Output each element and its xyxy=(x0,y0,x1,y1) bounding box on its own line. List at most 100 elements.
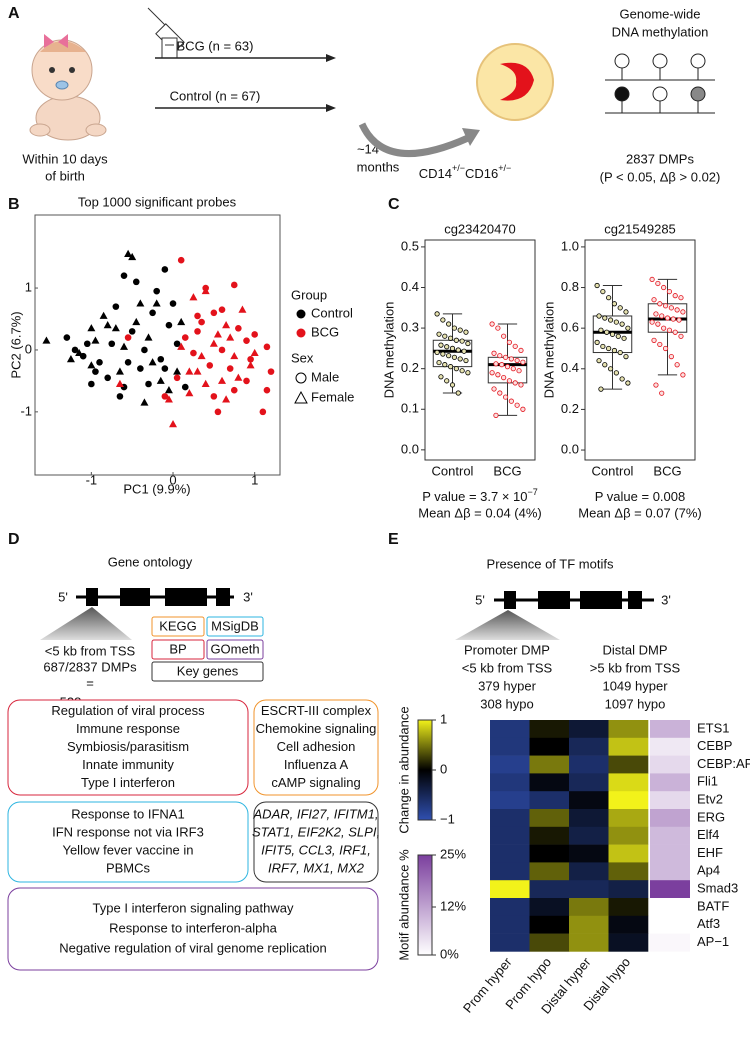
source-label: KEGG xyxy=(159,618,197,633)
point xyxy=(447,335,454,341)
point xyxy=(449,345,456,351)
point xyxy=(230,386,238,394)
row-label: CEBP xyxy=(697,738,732,753)
heatmap-cell xyxy=(529,809,570,828)
heatmap-cell xyxy=(569,791,609,810)
point xyxy=(436,359,442,366)
point xyxy=(598,386,604,392)
point xyxy=(132,317,141,326)
point xyxy=(506,378,513,384)
source-label: Key genes xyxy=(177,663,239,678)
motif-cell xyxy=(650,862,690,881)
point xyxy=(438,342,444,348)
plot-frame xyxy=(424,239,536,461)
heatmap-cell xyxy=(529,755,570,774)
point xyxy=(594,282,600,289)
point xyxy=(463,357,469,364)
gene-end: 5' xyxy=(58,589,68,604)
point xyxy=(495,325,501,331)
term: IFN response not via IRF3 xyxy=(52,824,204,839)
term: Innate immunity xyxy=(82,757,174,772)
point xyxy=(177,317,186,326)
point xyxy=(124,359,132,366)
point xyxy=(606,295,612,301)
point xyxy=(518,347,524,354)
point xyxy=(222,320,231,329)
point xyxy=(218,376,227,384)
term: Response to interferon-alpha xyxy=(109,920,277,935)
point xyxy=(678,333,684,339)
point xyxy=(137,365,144,372)
point xyxy=(506,339,513,345)
point xyxy=(141,346,148,354)
term: Type I interferon signaling pathway xyxy=(93,900,294,915)
point xyxy=(115,379,124,387)
point xyxy=(455,390,461,396)
point xyxy=(600,343,606,350)
point xyxy=(112,303,120,310)
point xyxy=(66,355,75,363)
point xyxy=(197,351,206,360)
point xyxy=(161,266,169,273)
panel-label: C xyxy=(388,196,400,213)
point xyxy=(602,362,608,368)
panel-label: B xyxy=(8,196,20,213)
heatmap-cell xyxy=(608,773,649,792)
legend-title: Group xyxy=(291,287,327,302)
heatmap-cell xyxy=(529,791,570,810)
point xyxy=(88,380,95,388)
point xyxy=(235,324,242,332)
point xyxy=(243,337,250,344)
point xyxy=(449,382,456,388)
tss-text: <5 kb from TSS xyxy=(45,643,136,658)
heatmap-cell xyxy=(608,720,649,739)
term: ADAR, IFI27, IFITM1, xyxy=(253,806,379,821)
y-axis-label: DNA methylation xyxy=(381,302,396,399)
point xyxy=(230,281,238,289)
point xyxy=(657,301,663,307)
cell-icon xyxy=(476,43,554,121)
legend-marker xyxy=(296,309,306,319)
x-tick-label: Control xyxy=(432,463,474,478)
point xyxy=(680,309,686,315)
point xyxy=(649,319,655,325)
point xyxy=(670,316,676,322)
p-value-part: P value = 0.008 xyxy=(595,489,685,504)
heatmap-cell xyxy=(529,826,570,845)
point xyxy=(124,334,132,341)
point xyxy=(451,325,458,331)
heatmap-cell xyxy=(490,737,530,756)
point xyxy=(222,395,231,403)
point xyxy=(120,342,129,350)
point xyxy=(514,402,520,408)
point xyxy=(201,379,210,387)
heatmap-cell xyxy=(529,880,570,899)
term: PBMCs xyxy=(106,860,151,875)
promoter-text: 379 hyper xyxy=(478,678,536,693)
point xyxy=(238,305,247,313)
point xyxy=(602,315,608,321)
point xyxy=(96,359,103,366)
term: Immune response xyxy=(76,721,180,736)
point xyxy=(115,367,124,375)
point xyxy=(453,366,459,372)
distal-text: 1097 hypo xyxy=(605,696,666,711)
promoter-text: Promoter DMP xyxy=(464,642,550,657)
point xyxy=(181,383,189,391)
point xyxy=(655,321,661,327)
heatmap-cell xyxy=(490,933,530,952)
heatmap-cell xyxy=(569,898,609,917)
distal-text: >5 kb from TSS xyxy=(590,660,681,675)
x-tick-label: Control xyxy=(592,463,634,478)
point xyxy=(120,272,128,279)
point xyxy=(613,370,619,376)
legend-label: Female xyxy=(311,389,354,404)
heatmap-cell xyxy=(490,915,530,934)
point xyxy=(185,367,194,375)
point xyxy=(250,348,259,357)
term-box xyxy=(7,699,249,796)
point xyxy=(501,333,507,339)
point xyxy=(489,321,495,327)
motif-cell xyxy=(650,898,690,917)
point xyxy=(246,361,255,369)
